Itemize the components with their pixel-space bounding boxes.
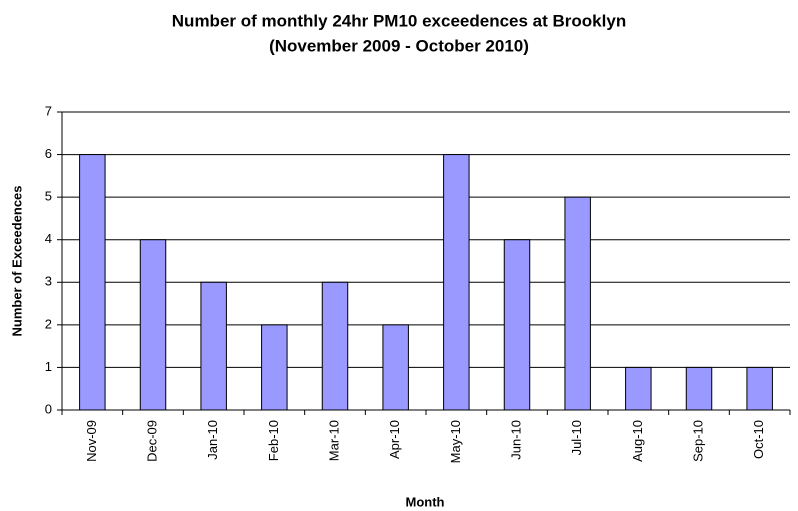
x-tick-label: Jan-10 bbox=[205, 420, 220, 460]
x-tick-label: Nov-09 bbox=[84, 420, 99, 462]
y-axis-title: Number of Exceedences bbox=[9, 185, 24, 336]
bar bbox=[321, 281, 349, 411]
x-tick-label: Mar-10 bbox=[326, 420, 341, 461]
bar bbox=[503, 239, 531, 411]
y-tick-label: 6 bbox=[45, 146, 52, 161]
y-tick-label: 3 bbox=[45, 274, 52, 289]
y-tick-label: 7 bbox=[45, 103, 52, 118]
x-tick-label: Dec-09 bbox=[144, 420, 159, 462]
x-tick-label: Sep-10 bbox=[690, 420, 705, 462]
x-tick-label: Aug-10 bbox=[630, 420, 645, 462]
y-tick-label: 4 bbox=[45, 231, 52, 246]
x-tick-label: Oct-10 bbox=[751, 420, 766, 459]
chart-subtitle: (November 2009 - October 2010) bbox=[269, 36, 529, 55]
y-tick-label: 0 bbox=[45, 401, 52, 416]
y-tick-label: 2 bbox=[45, 316, 52, 331]
bar bbox=[200, 281, 227, 411]
bar bbox=[139, 239, 167, 411]
chart-title: Number of monthly 24hr PM10 exceedences … bbox=[172, 11, 626, 30]
bar bbox=[564, 196, 591, 411]
x-tick-label: Jul-10 bbox=[569, 420, 584, 455]
x-tick-label: May-10 bbox=[448, 420, 463, 463]
bar bbox=[79, 154, 106, 411]
y-tick-label: 1 bbox=[45, 359, 52, 374]
x-tick-label: Feb-10 bbox=[266, 420, 281, 461]
bar bbox=[443, 154, 470, 411]
bar bbox=[261, 324, 288, 411]
bar bbox=[685, 366, 713, 411]
y-tick-label: 5 bbox=[45, 189, 52, 204]
x-tick-label: Jun-10 bbox=[508, 420, 523, 460]
bar bbox=[625, 366, 652, 411]
x-axis-title: Month bbox=[406, 494, 445, 509]
bar bbox=[382, 324, 409, 411]
bar bbox=[746, 366, 773, 411]
x-tick-label: Apr-10 bbox=[387, 420, 402, 459]
